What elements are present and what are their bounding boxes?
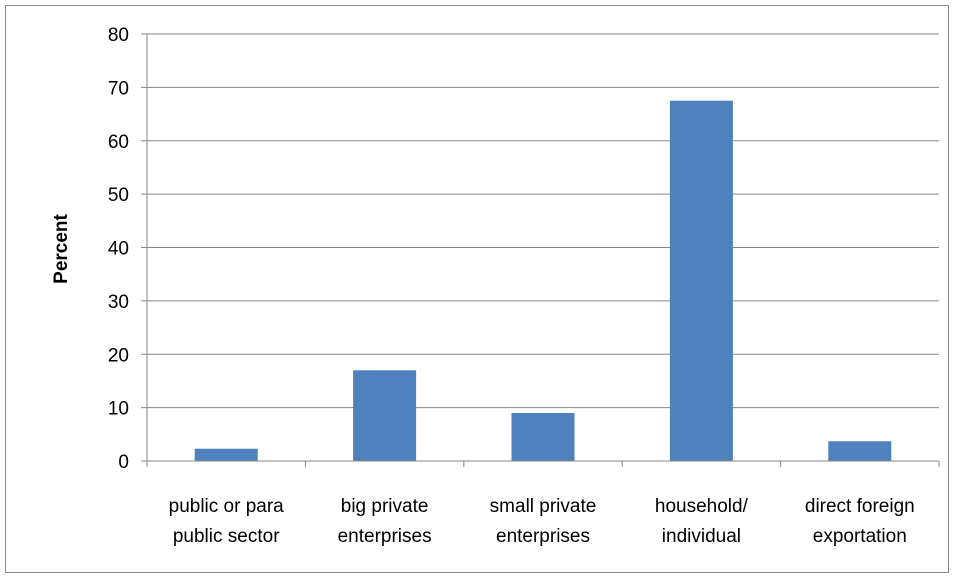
- axes: [146, 34, 940, 467]
- y-tick-label-40: 40: [108, 239, 129, 260]
- x-category-labels: public or para public sector big private en…: [169, 496, 915, 547]
- x-category-label-0-line-0: public or para: [169, 496, 285, 517]
- y-tick-label-70: 70: [108, 78, 129, 99]
- y-tick-label-30: 30: [108, 292, 129, 313]
- bar-4: [828, 441, 892, 461]
- y-tick-label-50: 50: [108, 185, 129, 206]
- x-category-label-4-line-1: exportation: [813, 526, 907, 547]
- x-category-label-4-line-0: direct foreign: [805, 496, 915, 517]
- x-category-label-2-line-1: enterprises: [496, 526, 590, 547]
- x-category-label-2-line-0: small private: [490, 496, 597, 517]
- x-category-label-1-line-1: enterprises: [338, 526, 432, 547]
- bar-3: [669, 100, 733, 461]
- bar-chart: 0 10 20 30 40 50 60 70 80 public or para public s…: [51, 25, 940, 547]
- x-category-label-0-line-1: public sector: [173, 526, 280, 547]
- y-axis-title: Percent: [51, 213, 72, 283]
- bar-2: [511, 412, 575, 461]
- y-tick-labels: 0 10 20 30 40 50 60 70 80: [108, 25, 129, 473]
- chart-frame: 0 10 20 30 40 50 60 70 80 public or para public s…: [5, 5, 949, 573]
- y-tick-label-10: 10: [108, 399, 129, 420]
- y-tick-label-60: 60: [108, 132, 129, 153]
- gridlines: [141, 33, 939, 462]
- x-category-label-3-line-0: household/: [655, 496, 749, 517]
- bar-1: [353, 370, 417, 461]
- bars: [194, 100, 892, 461]
- x-category-label-1-line-0: big private: [341, 496, 429, 517]
- y-tick-label-0: 0: [118, 452, 129, 473]
- y-tick-label-20: 20: [108, 345, 129, 366]
- bar-0: [194, 448, 258, 461]
- x-category-label-3-line-1: individual: [662, 526, 741, 547]
- y-tick-label-80: 80: [108, 25, 129, 46]
